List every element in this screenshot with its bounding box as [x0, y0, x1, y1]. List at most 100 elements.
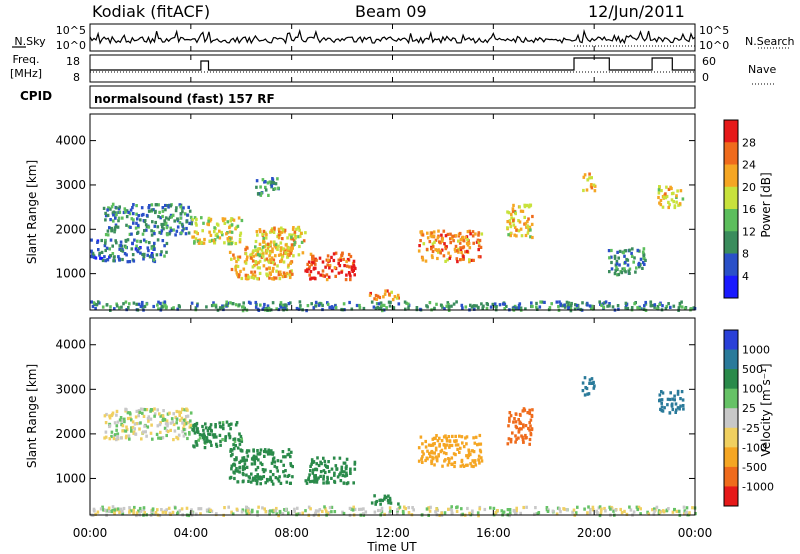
data-cell — [178, 305, 181, 309]
data-cell — [476, 443, 479, 447]
data-cell — [664, 192, 667, 196]
data-cell — [180, 206, 184, 210]
data-cell — [508, 221, 512, 226]
data-cell — [388, 496, 392, 500]
data-cell — [534, 506, 537, 510]
data-cell — [322, 456, 325, 460]
data-cell — [661, 205, 665, 209]
data-cell — [128, 232, 132, 236]
data-cell — [105, 246, 109, 250]
data-cell — [381, 498, 384, 503]
data-cell — [251, 265, 255, 269]
data-cell — [247, 479, 250, 483]
data-cell — [459, 258, 462, 262]
data-cell — [282, 247, 285, 251]
data-cell — [256, 510, 259, 514]
data-cell — [256, 449, 259, 453]
velocity-cells — [90, 376, 697, 518]
colorbar-tick-label: 1000 — [742, 344, 770, 357]
data-cell — [591, 505, 595, 509]
data-cell — [615, 262, 619, 266]
data-cell — [257, 252, 260, 257]
data-cell — [624, 301, 628, 305]
data-cell — [113, 226, 117, 230]
data-cell — [257, 247, 260, 251]
data-cell — [411, 506, 414, 510]
data-cell — [136, 239, 139, 243]
data-cell — [441, 464, 444, 468]
data-cell — [349, 278, 352, 282]
freq-unit-label: [MHz] — [10, 67, 42, 80]
data-cell — [135, 511, 139, 515]
data-cell — [126, 416, 130, 421]
data-cell — [208, 432, 212, 436]
data-cell — [468, 246, 472, 250]
data-cell — [270, 180, 274, 184]
data-cell — [315, 258, 318, 262]
data-cell — [234, 241, 238, 246]
data-cell — [116, 434, 119, 439]
noise-tick-low-left: 10^0 — [56, 39, 86, 52]
data-cell — [129, 208, 133, 212]
data-cell — [582, 175, 586, 179]
data-cell — [230, 223, 234, 227]
data-cell — [424, 445, 428, 449]
data-cell — [122, 302, 125, 306]
data-cell — [146, 417, 150, 421]
data-cell — [107, 509, 111, 513]
data-cell — [130, 247, 134, 251]
data-cell — [161, 510, 165, 514]
data-cell — [678, 304, 682, 308]
data-cell — [472, 258, 475, 262]
data-cell — [679, 397, 682, 401]
data-cell — [546, 509, 550, 513]
data-cell — [317, 271, 320, 275]
data-cell — [323, 459, 327, 463]
colorbar-swatch — [724, 120, 738, 143]
data-cell — [290, 235, 293, 239]
data-cell — [477, 231, 481, 235]
data-cell — [321, 260, 325, 264]
data-cell — [203, 237, 206, 242]
data-cell — [610, 255, 613, 259]
data-cell — [636, 507, 639, 512]
data-cell — [676, 389, 680, 393]
data-cell — [265, 450, 268, 454]
data-cell — [245, 473, 248, 477]
data-cell — [417, 459, 421, 463]
noise-tick-low-right: 10^0 — [699, 39, 729, 52]
data-cell — [259, 448, 263, 452]
data-cell — [127, 434, 131, 438]
data-cell — [679, 404, 682, 408]
data-cell — [247, 449, 251, 453]
data-cell — [412, 508, 415, 512]
data-cell — [112, 210, 116, 214]
data-cell — [434, 510, 438, 514]
data-cell — [264, 243, 268, 247]
data-cell — [638, 265, 641, 269]
data-cell — [145, 213, 149, 218]
data-cell — [436, 236, 440, 240]
data-cell — [272, 276, 276, 280]
data-cell — [136, 223, 140, 227]
data-cell — [252, 449, 255, 453]
data-cell — [330, 305, 334, 309]
data-cell — [424, 458, 427, 463]
data-cell — [202, 241, 206, 245]
data-cell — [397, 302, 401, 306]
data-cell — [157, 307, 160, 311]
data-cell — [533, 512, 536, 516]
data-cell — [286, 253, 290, 257]
data-cell — [459, 246, 462, 250]
data-cell — [153, 414, 156, 418]
data-cell — [512, 203, 515, 207]
data-cell — [435, 507, 438, 511]
data-cell — [214, 423, 217, 427]
data-cell — [464, 305, 468, 309]
data-cell — [235, 260, 238, 264]
data-cell — [240, 439, 244, 443]
data-cell — [480, 302, 483, 306]
data-cell — [277, 236, 281, 240]
data-cell — [342, 481, 346, 485]
data-cell — [234, 423, 238, 427]
